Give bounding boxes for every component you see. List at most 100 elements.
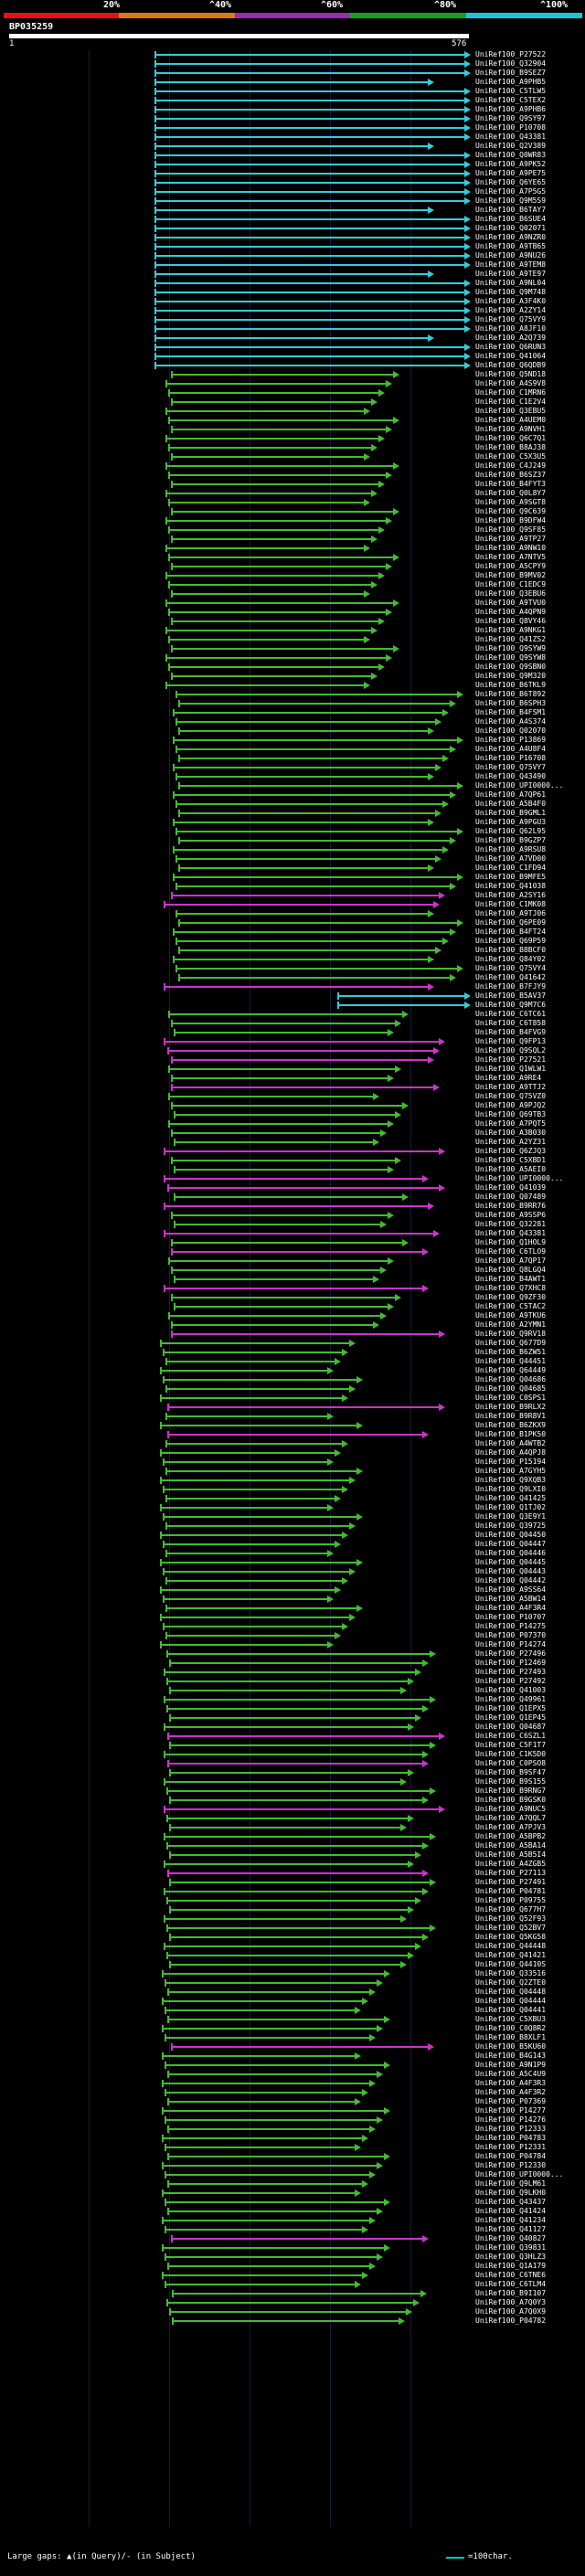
hit-label[interactable]: UniRef100_Q9SY97: [475, 114, 547, 122]
hit-label[interactable]: UniRef100_A2ZY14: [475, 306, 547, 314]
hit-label[interactable]: UniRef100_B6TAY7: [475, 206, 547, 214]
hit-label[interactable]: UniRef100_B6ZW51: [475, 1348, 547, 1356]
hit-label[interactable]: UniRef100_C1MK08: [475, 900, 547, 908]
hit-label[interactable]: UniRef100_Q9SBN0: [475, 663, 547, 671]
hit-label[interactable]: UniRef100_A9SSP6: [475, 1211, 547, 1219]
hit-label[interactable]: UniRef100_C5X3U5: [475, 452, 547, 461]
hit-label[interactable]: UniRef100_A9TTJ2: [475, 1083, 547, 1091]
hit-label[interactable]: UniRef100_C1E2V4: [475, 398, 547, 406]
hit-label[interactable]: UniRef100_P14275: [475, 1622, 547, 1630]
hit-label[interactable]: UniRef100_Q9SYW9: [475, 644, 547, 652]
hit-label[interactable]: UniRef100_Q9XQB3: [475, 1476, 547, 1484]
hit-label[interactable]: UniRef100_P07370: [475, 1631, 547, 1639]
hit-label[interactable]: UniRef100_Q3E9Y1: [475, 1512, 547, 1521]
hit-label[interactable]: UniRef100_Q1A179: [475, 2262, 547, 2270]
hit-label[interactable]: UniRef100_UPI0000...: [475, 781, 564, 790]
hit-label[interactable]: UniRef100_A7GYH5: [475, 1467, 547, 1475]
hit-label[interactable]: UniRef100_Q41234: [475, 2216, 547, 2224]
hit-label[interactable]: UniRef100_A2SY16: [475, 891, 547, 899]
hit-label[interactable]: UniRef100_B6T892: [475, 690, 547, 698]
hit-label[interactable]: UniRef100_C0SPS1: [475, 1394, 547, 1402]
hit-label[interactable]: UniRef100_B9RR76: [475, 1202, 547, 1210]
hit-label[interactable]: UniRef100_B6SZ37: [475, 471, 547, 479]
hit-label[interactable]: UniRef100_Q8LGQ4: [475, 1266, 547, 1274]
hit-label[interactable]: UniRef100_A5BPB2: [475, 1832, 547, 1840]
hit-label[interactable]: UniRef100_A9PHB6: [475, 105, 547, 113]
hit-label[interactable]: UniRef100_B6ZKX9: [475, 1421, 547, 1429]
hit-label[interactable]: UniRef100_A9PGU3: [475, 818, 547, 826]
hit-label[interactable]: UniRef100_Q75VY4: [475, 964, 547, 972]
hit-label[interactable]: UniRef100_Q84Y02: [475, 955, 547, 963]
hit-label[interactable]: UniRef100_C4J249: [475, 461, 547, 470]
hit-label[interactable]: UniRef100_B9GZP7: [475, 836, 547, 844]
hit-label[interactable]: UniRef100_A4S9V8: [475, 379, 547, 387]
hit-label[interactable]: UniRef100_P27496: [475, 1649, 547, 1658]
hit-label[interactable]: UniRef100_C0Q8R2: [475, 2024, 547, 2032]
hit-label[interactable]: UniRef100_P27522: [475, 50, 547, 58]
hit-label[interactable]: UniRef100_Q41ZS2: [475, 635, 547, 643]
hit-label[interactable]: UniRef100_P27491: [475, 1878, 547, 1886]
hit-label[interactable]: UniRef100_Q43381: [475, 1229, 547, 1237]
hit-label[interactable]: UniRef100_C6SZL1: [475, 1732, 547, 1740]
hit-label[interactable]: UniRef100_A9TB65: [475, 242, 547, 250]
hit-label[interactable]: UniRef100_Q32904: [475, 59, 547, 68]
hit-label[interactable]: UniRef100_A5CPY9: [475, 562, 547, 570]
hit-label[interactable]: UniRef100_A9SGT8: [475, 498, 547, 506]
hit-label[interactable]: UniRef100_B4AWT1: [475, 1275, 547, 1283]
hit-label[interactable]: UniRef100_Q5KG58: [475, 1933, 547, 1941]
hit-label[interactable]: UniRef100_Q1WLW1: [475, 1065, 547, 1073]
hit-label[interactable]: UniRef100_Q7XHC8: [475, 1284, 547, 1292]
hit-label[interactable]: UniRef100_A9TKU6: [475, 1311, 547, 1320]
hit-label[interactable]: UniRef100_Q44451: [475, 1357, 547, 1365]
hit-label[interactable]: UniRef100_Q4410S: [475, 1960, 547, 1968]
hit-label[interactable]: UniRef100_Q677D9: [475, 1339, 547, 1347]
hit-label[interactable]: UniRef100_B9S155: [475, 1777, 547, 1786]
hit-label[interactable]: UniRef100_Q69P59: [475, 937, 547, 945]
hit-label[interactable]: UniRef100_Q02071: [475, 224, 547, 232]
hit-label[interactable]: UniRef100_Q9FP13: [475, 1037, 547, 1045]
hit-label[interactable]: UniRef100_Q33516: [475, 1969, 547, 1977]
hit-label[interactable]: UniRef100_Q04443: [475, 1567, 547, 1575]
hit-label[interactable]: UniRef100_P04782: [475, 2316, 547, 2325]
hit-label[interactable]: UniRef100_A4ZGB5: [475, 1860, 547, 1868]
hit-label[interactable]: UniRef100_Q44448: [475, 1942, 547, 1950]
hit-label[interactable]: UniRef100_B4FVG9: [475, 1028, 547, 1036]
hit-label[interactable]: UniRef100_Q41003: [475, 1686, 547, 1694]
hit-label[interactable]: UniRef100_Q1HOL9: [475, 1238, 547, 1246]
hit-label[interactable]: UniRef100_Q41425: [475, 1494, 547, 1502]
hit-label[interactable]: UniRef100_C5TLW5: [475, 87, 547, 95]
hit-label[interactable]: UniRef100_Q39831: [475, 2243, 547, 2252]
hit-label[interactable]: UniRef100_B5KU60: [475, 2042, 547, 2051]
hit-label[interactable]: UniRef100_A9NW10: [475, 544, 547, 552]
hit-label[interactable]: UniRef100_Q6RUN3: [475, 343, 547, 351]
hit-label[interactable]: UniRef100_B5AV37: [475, 991, 547, 1000]
hit-label[interactable]: UniRef100_A9NVH1: [475, 425, 547, 433]
hit-label[interactable]: UniRef100_Q6PE09: [475, 918, 547, 927]
hit-label[interactable]: UniRef100_Q04685: [475, 1384, 547, 1393]
hit-label[interactable]: UniRef100_P14274: [475, 1640, 547, 1648]
hit-label[interactable]: UniRef100_Q04447: [475, 1540, 547, 1548]
hit-label[interactable]: UniRef100_B9I107: [475, 2289, 547, 2297]
hit-label[interactable]: UniRef100_P12333: [475, 2125, 547, 2133]
hit-label[interactable]: UniRef100_A7PJV3: [475, 1823, 547, 1831]
hit-label[interactable]: UniRef100_A9RSU8: [475, 845, 547, 853]
hit-label[interactable]: UniRef100_A9PHB5: [475, 78, 547, 86]
hit-label[interactable]: UniRef100_Q41038: [475, 882, 547, 890]
hit-label[interactable]: UniRef100_Q9SYW8: [475, 653, 547, 662]
hit-label[interactable]: UniRef100_Q04445: [475, 1558, 547, 1566]
hit-label[interactable]: UniRef100_B9RNG7: [475, 1786, 547, 1795]
hit-label[interactable]: UniRef100_B9R8V1: [475, 1412, 547, 1420]
hit-label[interactable]: UniRef100_Q3HLZ3: [475, 2253, 547, 2261]
hit-label[interactable]: UniRef100_B4FT24: [475, 928, 547, 936]
hit-label[interactable]: UniRef100_B1PK50: [475, 1430, 547, 1438]
hit-label[interactable]: UniRef100_A9PE75: [475, 169, 547, 177]
hit-label[interactable]: UniRef100_A9TJ06: [475, 909, 547, 917]
hit-label[interactable]: UniRef100_B9GML1: [475, 809, 547, 817]
hit-label[interactable]: UniRef100_A3B030: [475, 1129, 547, 1137]
hit-label[interactable]: UniRef100_C5TAC2: [475, 1302, 547, 1310]
hit-label[interactable]: UniRef100_P12330: [475, 2161, 547, 2169]
hit-label[interactable]: UniRef100_Q0WR83: [475, 151, 547, 159]
hit-label[interactable]: UniRef100_Q52F93: [475, 1914, 547, 1923]
hit-label[interactable]: UniRef100_A7Q0X9: [475, 2307, 547, 2316]
hit-label[interactable]: UniRef100_C1MRN6: [475, 388, 547, 397]
